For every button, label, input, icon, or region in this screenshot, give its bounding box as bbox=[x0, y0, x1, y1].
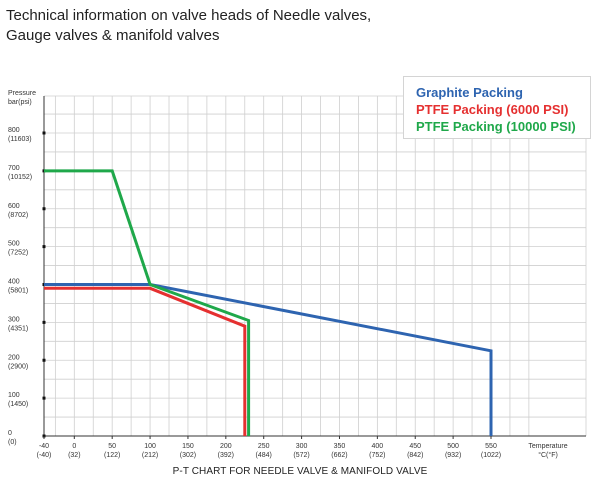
y-tick-mark bbox=[42, 207, 46, 211]
y-tick-label-bar: 800 bbox=[8, 127, 20, 134]
y-tick-mark bbox=[42, 245, 46, 249]
chart-axis-titles: Pressure bar(psi) Temperature°C(°F) bbox=[8, 90, 568, 459]
chart-axes bbox=[42, 96, 586, 439]
y-tick-mark bbox=[42, 396, 46, 400]
y-tick-label-bar: 500 bbox=[8, 241, 20, 248]
y-tick-label-psi: (4351) bbox=[8, 325, 28, 332]
y-tick-label-bar: 400 bbox=[8, 279, 20, 286]
series-line-ptfe-6000 bbox=[44, 286, 247, 436]
x-tick-label-c: -40 bbox=[39, 443, 49, 450]
legend-item-graphite-packing: Graphite Packing bbox=[416, 85, 523, 100]
y-tick-mark bbox=[42, 358, 46, 362]
chart-tick-labels: 0 (0) 100 (1450) 200 (2900) 300 (4351) 400 (5801)… bbox=[8, 127, 501, 459]
heading-line-2: Gauge valves & manifold valves bbox=[6, 27, 220, 44]
chart-title: P-T CHART FOR NEEDLE VALVE & MANIFOLD VA… bbox=[172, 466, 428, 477]
x-tick-label-c: 350 bbox=[334, 443, 346, 450]
y-tick-label-psi: (11603) bbox=[8, 136, 32, 143]
page-heading: Technical information on valve heads of … bbox=[6, 6, 371, 46]
y-tick-mark bbox=[42, 320, 46, 324]
y-tick-label-bar: 600 bbox=[8, 203, 20, 210]
x-tick-label-c: 300 bbox=[296, 443, 308, 450]
x-tick-label-f: (932) bbox=[445, 452, 461, 459]
y-axis-unit: bar(psi) bbox=[8, 99, 32, 106]
x-tick-label-c: 500 bbox=[447, 443, 459, 450]
y-tick-label-psi: (1450) bbox=[8, 401, 28, 408]
x-tick-label-f: (212) bbox=[142, 452, 158, 459]
y-tick-label-psi: (2900) bbox=[8, 363, 28, 370]
legend-item-ptfe-10000: PTFE Packing (10000 PSI) bbox=[416, 119, 576, 134]
y-tick-label-psi: (10152) bbox=[8, 174, 32, 181]
x-tick-label-c: 250 bbox=[258, 443, 270, 450]
y-tick-label-bar: 200 bbox=[8, 354, 20, 361]
x-tick-label-f: (484) bbox=[256, 452, 272, 459]
x-tick-label-c: 200 bbox=[220, 443, 232, 450]
legend-item-ptfe-6000: PTFE Packing (6000 PSI) bbox=[416, 102, 569, 117]
x-tick-label-c: 100 bbox=[144, 443, 156, 450]
y-tick-label-bar: 100 bbox=[8, 392, 20, 399]
x-tick-label-c: 400 bbox=[372, 443, 384, 450]
x-tick-label-f: (122) bbox=[104, 452, 120, 459]
x-axis-unit: °C(°F) bbox=[538, 451, 558, 459]
x-tick-label-f: (752) bbox=[369, 452, 385, 459]
y-tick-label-psi: (8702) bbox=[8, 212, 28, 219]
x-tick-label-f: (32) bbox=[68, 452, 80, 459]
x-tick-label-c: 450 bbox=[409, 443, 421, 450]
x-tick-label-f: (302) bbox=[180, 452, 196, 459]
chart-grid bbox=[44, 95, 587, 436]
x-tick-label-f: (662) bbox=[331, 452, 347, 459]
x-tick-label-c: 150 bbox=[182, 443, 194, 450]
x-tick-label-c: 550 bbox=[485, 443, 497, 450]
x-tick-label-f: (-40) bbox=[37, 452, 52, 459]
y-tick-label-psi: (7252) bbox=[8, 250, 28, 257]
chart-legend: Graphite Packing PTFE Packing (6000 PSI)… bbox=[403, 76, 591, 139]
x-tick-label-c: 0 bbox=[72, 443, 76, 450]
y-axis-title: Pressure bbox=[8, 90, 36, 97]
y-tick-label-bar: 700 bbox=[8, 165, 20, 172]
series-line-graphite-packing bbox=[44, 283, 493, 436]
x-tick-label-f: (842) bbox=[407, 452, 423, 459]
y-tick-mark bbox=[42, 131, 46, 135]
heading-line-1: Technical information on valve heads of … bbox=[6, 7, 372, 24]
x-tick-label-f: (1022) bbox=[481, 452, 501, 459]
y-tick-label-psi: (0) bbox=[8, 439, 17, 446]
y-tick-label-bar: 0 bbox=[8, 430, 12, 437]
x-axis-title: Temperature bbox=[528, 443, 567, 450]
series-line-ptfe-10000 bbox=[44, 169, 251, 436]
y-tick-label-bar: 300 bbox=[8, 316, 20, 323]
x-tick-label-c: 50 bbox=[108, 443, 116, 450]
y-tick-label-psi: (5801) bbox=[8, 288, 28, 295]
x-tick-label-f: (392) bbox=[218, 452, 234, 459]
chart-series bbox=[44, 169, 493, 436]
x-tick-label-f: (572) bbox=[293, 452, 309, 459]
